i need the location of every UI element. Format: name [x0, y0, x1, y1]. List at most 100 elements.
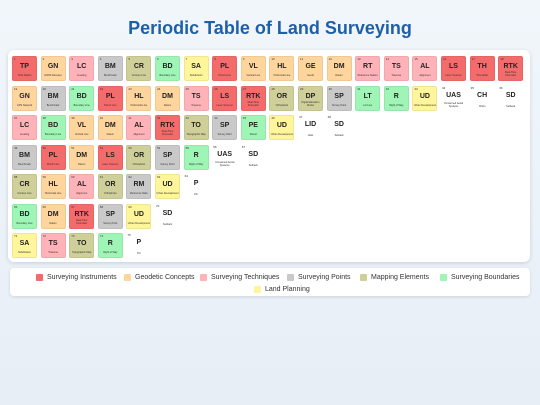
element-tile[interactable]: 65 BD Boundary Line — [12, 203, 37, 229]
element-number: 10 — [271, 57, 275, 61]
element-number: 50 — [42, 145, 46, 150]
element-tile[interactable]: 61 OR Orthophoto — [97, 174, 123, 199]
element-tile[interactable]: 52 LS Laser Scanner — [97, 144, 123, 170]
element-tile[interactable]: 28 OR Orthophoto — [269, 85, 295, 111]
element-tile[interactable]: 72 TS Traverse — [40, 233, 66, 258]
element-tile[interactable]: 15 AL Alignment — [412, 56, 438, 81]
element-symbol: LT — [363, 92, 372, 100]
element-tile[interactable]: 31 LT Lot Line — [355, 85, 381, 111]
element-number: 22 — [99, 86, 104, 91]
legend-label: Land Planning — [265, 285, 310, 293]
element-tile[interactable]: 19 GN GPS Network — [12, 85, 37, 111]
element-tile[interactable]: 29 DP Digital Elevation Model — [298, 85, 323, 111]
element-tile[interactable]: 66 DM Datum — [40, 203, 66, 229]
element-tile[interactable]: 16 LS Laser Scanner — [441, 56, 466, 81]
element-tile[interactable]: 17 TH Theodolite — [469, 56, 495, 81]
element-tile[interactable]: 67 RTK Real-Time Kinematic — [69, 203, 95, 229]
element-tile[interactable]: 9 VL Vertical Line — [240, 56, 266, 81]
element-tile[interactable]: 42 RTK Real-Time Kinematic — [155, 115, 180, 140]
element-tile[interactable]: 47 LID Lidar — [298, 115, 323, 140]
element-tile[interactable]: 73 TO Topographic Map — [69, 233, 95, 258]
element-tile[interactable]: 63 UD Urban Development — [155, 174, 180, 199]
element-tile[interactable]: 54 SP Survey Point — [155, 144, 180, 170]
element-number: 7 — [185, 57, 188, 61]
element-tile[interactable]: 55 R Right of Way — [183, 144, 209, 170]
element-tile[interactable]: 68 SP Survey Point — [97, 203, 123, 229]
element-tile[interactable]: 36 SD Setback — [498, 85, 524, 111]
element-tile[interactable]: 20 BM Benchmark — [40, 85, 66, 111]
element-number: 19 — [14, 86, 18, 91]
element-tile[interactable]: 49 BM Benchmark — [12, 144, 37, 170]
element-tile[interactable]: 51 DM Datum — [69, 144, 95, 170]
element-symbol: TO — [191, 122, 201, 129]
element-tile[interactable]: 6 BD Boundary Line — [155, 56, 180, 81]
element-tile[interactable]: 64 P Pin — [183, 174, 209, 199]
element-number: 4 — [99, 57, 102, 61]
page-title: Periodic Table of Land Surveying — [128, 18, 412, 38]
element-tile[interactable]: 71 SA Subdivision — [12, 233, 37, 258]
element-name: Parcel — [249, 133, 257, 137]
element-tile[interactable]: 48 SD Setback — [326, 115, 352, 140]
element-tile[interactable]: 41 AL Alignment — [126, 115, 152, 140]
element-tile[interactable]: 44 SP Survey Point — [212, 115, 238, 140]
element-tile[interactable]: 32 R Right of Way — [383, 85, 409, 111]
element-tile[interactable]: 38 BD Boundary Line — [40, 115, 66, 140]
element-tile[interactable]: 57 SD Setback — [240, 144, 266, 170]
element-tile[interactable]: 25 TS Traverse — [183, 85, 209, 111]
element-tile[interactable]: 53 OR Orthophoto — [126, 144, 152, 170]
element-tile[interactable]: 62 RM Reference Mark — [126, 174, 152, 199]
legend-swatch — [36, 273, 43, 281]
element-tile[interactable]: 21 BD Boundary Line — [69, 85, 95, 111]
element-tile[interactable]: 2 GN GNSS Receiver — [40, 56, 66, 81]
element-tile[interactable]: 35 CH Chain — [469, 85, 495, 111]
element-tile[interactable]: 60 AL Alignment — [69, 174, 95, 199]
element-name: Geoid — [307, 74, 314, 78]
legend-label: Surveying Boundaries — [451, 273, 520, 281]
element-number: 53 — [128, 145, 132, 150]
element-name: Survey Point — [160, 162, 175, 166]
element-tile[interactable]: 11 GE Geoid — [298, 56, 323, 81]
element-tile[interactable]: 27 RTK Real-Time Kinematic — [240, 85, 266, 111]
legend-label: Surveying Instruments — [47, 273, 117, 281]
element-tile[interactable]: 50 PL Plumb Line — [40, 144, 66, 170]
element-tile[interactable]: 33 UD Urban Development — [412, 85, 438, 111]
element-symbol: LC — [19, 122, 30, 129]
element-tile[interactable]: 8 PL Plumb Line — [212, 56, 238, 81]
legend-swatch — [440, 273, 447, 281]
element-tile[interactable]: 1 TP Total Station — [12, 56, 37, 81]
element-symbol: LC — [77, 63, 87, 70]
element-tile[interactable]: 14 TS Traverse — [383, 56, 409, 81]
element-tile[interactable]: 30 SP Survey Point — [326, 85, 352, 111]
element-tile[interactable]: 74 R Right of Way — [97, 233, 123, 258]
element-tile[interactable]: 13 RT Reference Station — [355, 56, 381, 81]
element-tile[interactable]: 12 DM Datum — [326, 56, 352, 81]
element-tile[interactable]: 69 UD Urban Development — [126, 203, 152, 229]
element-tile[interactable]: 59 HL Horizontal Line — [40, 174, 66, 199]
element-tile[interactable]: 34 UAS Unmanned Aerial Systems — [441, 85, 466, 111]
element-tile[interactable]: 46 UD Urban Development — [269, 115, 295, 140]
element-tile[interactable]: 56 UAS Unmanned Aerial Systems — [212, 144, 238, 170]
legend-item-geodetic: Geodetic Concepts — [124, 272, 195, 282]
element-tile[interactable]: 37 LC Leveling — [12, 115, 37, 140]
element-tile[interactable]: 10 HL Horizontal Line — [269, 56, 295, 81]
element-tile[interactable]: 70 SD Setback — [155, 203, 180, 229]
element-symbol: CR — [133, 63, 144, 70]
element-tile[interactable]: 7 SA Subdivision — [183, 56, 209, 81]
element-tile[interactable]: 45 PE Parcel — [240, 115, 266, 140]
element-tile[interactable]: 22 PL Plumb Line — [97, 85, 123, 111]
element-tile[interactable]: 75 P Pin — [126, 233, 152, 258]
element-tile[interactable]: 4 BM Benchmark — [97, 56, 123, 81]
element-tile[interactable]: 5 CR Contour Line — [126, 56, 152, 81]
element-tile[interactable]: 39 VL Vertical Line — [69, 115, 95, 140]
element-tile[interactable]: 43 TO Topographic Map — [183, 115, 209, 140]
element-tile[interactable]: 18 RTK Real-Time Kinematic — [498, 56, 524, 81]
element-tile[interactable]: 3 LC Leveling — [69, 56, 95, 81]
element-tile[interactable]: 58 CR Contour Line — [12, 174, 37, 199]
element-symbol: BD — [162, 63, 173, 70]
element-number: 42 — [157, 116, 161, 120]
element-tile[interactable]: 23 HL Horizontal Line — [126, 85, 152, 111]
element-symbol: HL — [48, 181, 58, 188]
element-tile[interactable]: 40 DM Datum — [97, 115, 123, 140]
element-tile[interactable]: 26 LS Laser Scanner — [212, 85, 238, 111]
element-tile[interactable]: 24 DM Datum — [155, 85, 180, 111]
